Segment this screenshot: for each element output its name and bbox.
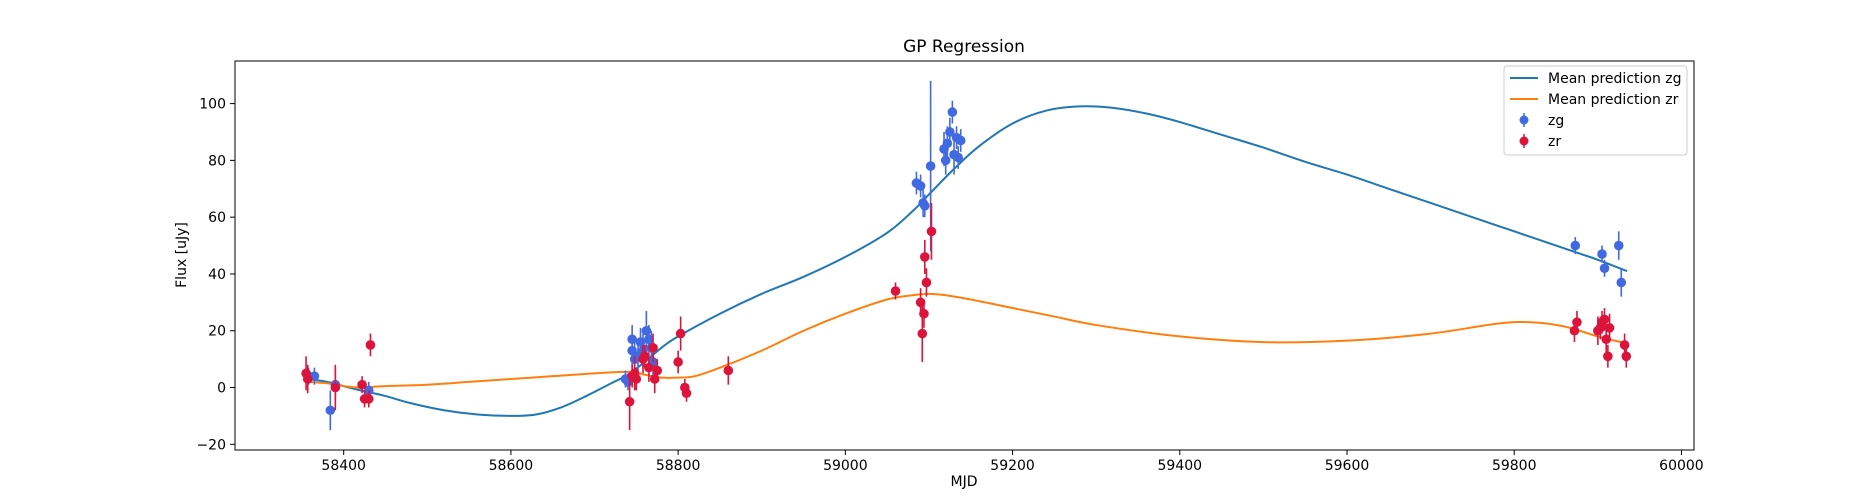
legend-label-zr: zr [1548, 134, 1561, 150]
data-point-zr [302, 374, 313, 384]
data-point-zg [325, 405, 336, 416]
data-point-zg [955, 135, 966, 146]
y-tick-label: 0 [217, 381, 226, 397]
x-tick-label: 59200 [990, 458, 1035, 474]
data-point-zr [915, 297, 926, 308]
data-point-zr [649, 374, 660, 384]
data-point-zr [363, 394, 374, 404]
data-point-zr [639, 351, 650, 362]
y-tick-label: 20 [208, 324, 226, 340]
data-point-zg [947, 107, 958, 117]
axis-ticks: 58400 58600 58800 59000 59200 59400 59600 59800… [196, 97, 1703, 474]
data-point-zg [1570, 240, 1581, 251]
data-point-zr [890, 286, 901, 296]
series-line-mean-zr [307, 292, 1628, 389]
data-point-zr [365, 340, 376, 350]
data-point-zr [1619, 340, 1630, 350]
data-point-zr [648, 342, 658, 353]
data-point-zr [1572, 317, 1582, 328]
data-point-zg [644, 334, 654, 345]
legend-label-mean-zr: Mean prediction zr [1548, 92, 1679, 108]
data-point-zg [919, 201, 930, 211]
y-tick-label: 100 [199, 97, 226, 113]
plot-area [301, 80, 1632, 431]
legend-marker-zr [1519, 134, 1529, 148]
data-point-zg [942, 138, 953, 149]
data-point-zg [925, 161, 936, 171]
data-point-zr [919, 308, 929, 319]
data-point-zg [1616, 277, 1627, 288]
x-tick-label: 58800 [656, 458, 701, 474]
y-tick-label: 80 [208, 153, 226, 169]
data-point-zg [940, 155, 951, 166]
data-point-zr [652, 365, 663, 376]
data-point-zr [921, 277, 932, 288]
data-point-zg [1599, 263, 1610, 274]
x-tick-label: 59400 [1158, 458, 1203, 474]
data-point-zr [1601, 334, 1612, 345]
data-point-zr [681, 388, 692, 399]
chart-title: GP Regression [903, 37, 1025, 57]
data-point-zr [1599, 314, 1610, 325]
data-point-zr [1621, 351, 1632, 362]
data-point-zg [641, 325, 652, 336]
data-point-zr [723, 365, 734, 376]
legend-marker-zg [1519, 113, 1529, 127]
x-tick-label: 59000 [823, 458, 868, 474]
x-tick-label: 59800 [1492, 458, 1537, 474]
legend-label-mean-zg: Mean prediction zg [1548, 71, 1682, 87]
x-tick-label: 58600 [489, 458, 534, 474]
x-tick-label: 58400 [321, 458, 366, 474]
data-point-zr [624, 396, 635, 407]
data-point-zr [919, 252, 930, 262]
legend-frame [1503, 65, 1688, 156]
data-point-zg [945, 127, 955, 137]
data-point-zr [675, 328, 686, 339]
data-point-zr [1604, 323, 1615, 333]
legend-label-zg: zg [1548, 113, 1564, 129]
data-point-zr [1569, 325, 1580, 336]
data-point-zr [357, 379, 367, 390]
y-tick-label: 40 [208, 267, 226, 283]
legend: Mean prediction zg Mean prediction zr zg… [1503, 65, 1688, 156]
data-point-zr [673, 357, 683, 367]
x-tick-label: 60000 [1659, 458, 1704, 474]
data-point-zg [915, 181, 926, 191]
data-point-zg [1613, 240, 1624, 251]
data-point-zr [644, 362, 654, 373]
data-point-zr [631, 374, 642, 384]
y-axis-label: Flux [uJy] [174, 222, 190, 288]
x-tick-label: 59600 [1325, 458, 1370, 474]
data-point-zr [1603, 351, 1613, 362]
data-point-zg [635, 337, 646, 347]
data-point-zr [926, 226, 937, 237]
x-axis-label: MJD [951, 474, 978, 490]
data-point-zg [953, 152, 964, 163]
data-point-zr [330, 382, 341, 393]
data-point-zg [1597, 249, 1607, 259]
y-tick-label: 60 [208, 210, 226, 226]
axes-frame [234, 60, 1695, 451]
y-tick-label: −20 [196, 437, 226, 453]
data-point-zr [917, 328, 928, 339]
series-line-mean-zg [307, 105, 1628, 417]
